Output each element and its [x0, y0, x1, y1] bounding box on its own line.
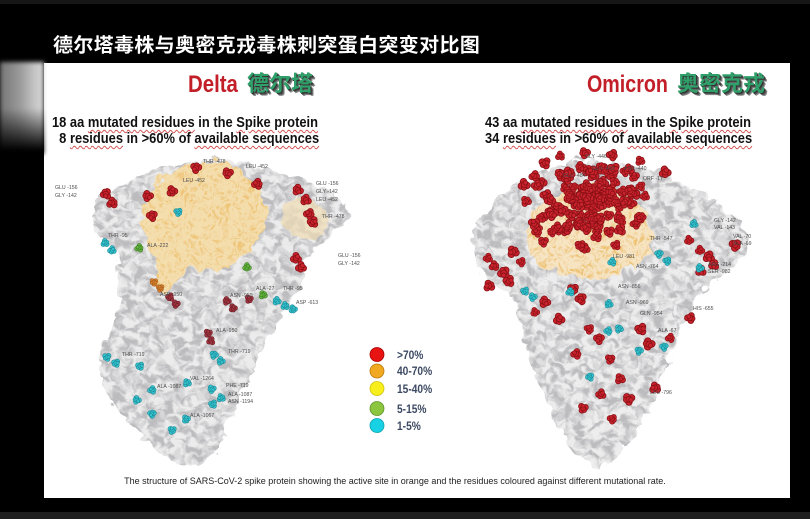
svg-text:ALA -27: ALA -27 — [256, 286, 275, 292]
svg-text:ARG -214: ARG -214 — [708, 262, 731, 268]
svg-text:ALA -950: ALA -950 — [216, 328, 237, 334]
svg-text:LEU -452: LEU -452 — [316, 197, 338, 203]
svg-text:GLY -142: GLY -142 — [714, 218, 736, 224]
svg-text:ALA -69: ALA -69 — [733, 241, 752, 247]
svg-text:ASN -1194: ASN -1194 — [228, 399, 253, 405]
svg-text:GLU -156: GLU -156 — [55, 185, 78, 191]
svg-text:GLU -156: GLU -156 — [316, 181, 339, 187]
svg-text:SER -982: SER -982 — [708, 269, 731, 275]
svg-text:GLN -954: GLN -954 — [640, 311, 663, 317]
svg-text:GLY -446: GLY -446 — [585, 154, 607, 160]
svg-text:PHE -719: PHE -719 — [226, 383, 249, 389]
svg-text:THR -719: THR -719 — [122, 352, 145, 358]
svg-text:GLY -142: GLY -142 — [316, 189, 338, 195]
svg-text:LEU -981: LEU -981 — [613, 254, 635, 260]
svg-text:ORF -17: ORF -17 — [643, 176, 663, 182]
svg-text:LEU -452: LEU -452 — [246, 164, 268, 170]
svg-text:GLY -142: GLY -142 — [338, 261, 360, 267]
svg-text:ALA -222: ALA -222 — [147, 243, 168, 249]
svg-text:THR -478: THR -478 — [203, 159, 226, 165]
svg-text:ASP -613: ASP -613 — [296, 300, 318, 306]
svg-text:ASP -950: ASP -950 — [160, 292, 182, 298]
svg-text:VAL -70: VAL -70 — [733, 234, 751, 240]
svg-text:GLN -493: GLN -493 — [592, 166, 615, 172]
svg-text:ASN -950: ASN -950 — [230, 293, 253, 299]
svg-text:THR -478: THR -478 — [322, 214, 345, 220]
svg-text:THR -95: THR -95 — [283, 286, 303, 292]
svg-text:THR -547: THR -547 — [650, 236, 673, 242]
svg-text:ASN -856: ASN -856 — [618, 284, 641, 290]
svg-text:ASN -969: ASN -969 — [626, 300, 649, 306]
svg-text:LEU -452: LEU -452 — [183, 178, 205, 184]
svg-text:GLU -484: GLU -484 — [563, 173, 586, 179]
svg-text:VAL -143: VAL -143 — [714, 225, 735, 231]
svg-text:THR -95: THR -95 — [108, 233, 128, 239]
svg-text:HIS -655: HIS -655 — [693, 306, 714, 312]
svg-text:VAL -1264: VAL -1264 — [190, 376, 214, 382]
svg-text:THR -719: THR -719 — [228, 349, 251, 355]
svg-text:ALA -1067: ALA -1067 — [190, 413, 214, 419]
svg-text:GLY -142: GLY -142 — [55, 193, 77, 199]
svg-text:ALA -1087: ALA -1087 — [228, 392, 252, 398]
svg-text:LEU -796: LEU -796 — [650, 390, 672, 396]
svg-text:ALA -67: ALA -67 — [658, 328, 677, 334]
svg-text:ALA -1087: ALA -1087 — [157, 384, 181, 390]
svg-text:ASN -440: ASN -440 — [624, 166, 647, 172]
svg-text:GLU -156: GLU -156 — [338, 253, 361, 259]
svg-text:ASN -764: ASN -764 — [636, 264, 659, 270]
